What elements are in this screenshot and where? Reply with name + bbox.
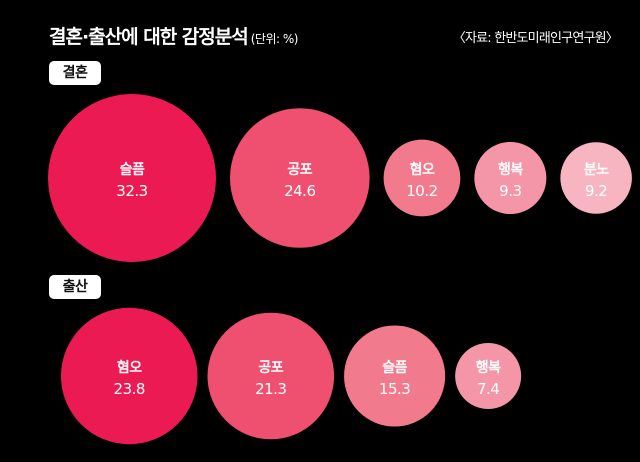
section-label-marriage: 결혼 xyxy=(49,61,101,85)
bubble-value: 10.2 xyxy=(406,182,437,200)
bubble-birth-1 xyxy=(61,307,198,445)
bubble-birth-3 xyxy=(344,325,446,427)
bubble-birth-2 xyxy=(207,312,335,440)
unit-label: (단위: %) xyxy=(250,32,299,46)
bubble-marriage-3 xyxy=(383,139,461,217)
bubble-label: 혐오 xyxy=(117,359,142,376)
section-label-birth: 출산 xyxy=(49,275,101,299)
source-note: 〈자료: 한반도미래인구연구원〉 xyxy=(452,31,619,46)
chart-title: 결혼·출산에 대한 감정분석 (단위: %) xyxy=(49,22,298,49)
bubble-value: 21.3 xyxy=(255,380,286,398)
bubble-label: 공포 xyxy=(258,360,283,376)
bubble-marriage-4 xyxy=(474,141,547,215)
bubble-label: 슬픔 xyxy=(382,360,407,376)
bubble-value: 15.3 xyxy=(379,380,410,398)
bubble-value: 24.6 xyxy=(284,182,315,200)
title-text: 결혼·출산에 대한 감정분석 xyxy=(49,26,249,48)
bubble-label: 슬픔 xyxy=(120,162,145,178)
bubble-value: 9.2 xyxy=(585,182,607,200)
bubble-birth-4 xyxy=(455,343,522,409)
bubble-marriage-5 xyxy=(560,142,632,214)
bubble-label: 행복 xyxy=(498,162,523,178)
bubble-marriage-2 xyxy=(230,108,370,248)
bubble-label: 분노 xyxy=(584,162,609,178)
bubble-label: 공포 xyxy=(287,162,312,178)
bubble-label: 혐오 xyxy=(410,161,435,178)
bubble-marriage-1 xyxy=(48,94,216,262)
bubble-value: 32.3 xyxy=(116,182,147,200)
bubble-value: 9.3 xyxy=(499,182,521,200)
bubble-value: 7.4 xyxy=(477,380,499,398)
bubble-label: 행복 xyxy=(476,360,501,376)
bubble-value: 23.8 xyxy=(114,380,145,398)
